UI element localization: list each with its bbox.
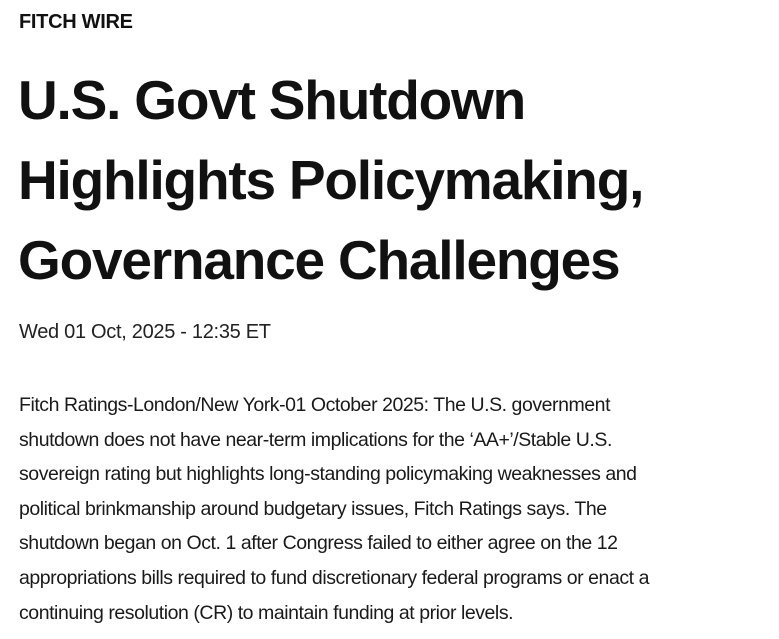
article-body: Fitch Ratings-London/New York-01 October… — [19, 388, 649, 630]
body-line: shutdown does not have near-term implica… — [19, 428, 612, 451]
body-line: continuing resolution (CR) to maintain f… — [19, 601, 514, 624]
section-kicker: FITCH WIRE — [19, 11, 133, 33]
body-line: shutdown began on Oct. 1 after Congress … — [19, 532, 618, 555]
body-line: political brinkmanship around budgetary … — [19, 497, 607, 520]
article-headline: U.S. Govt Shutdown Highlights Policymaki… — [18, 60, 644, 300]
headline-line: Governance Challenges — [18, 229, 621, 291]
headline-line: U.S. Govt Shutdown — [18, 69, 526, 131]
body-line: sovereign rating but highlights long-sta… — [19, 463, 637, 486]
body-line: Fitch Ratings-London/New York-01 October… — [19, 394, 611, 416]
body-line: appropriations bills required to fund di… — [19, 566, 649, 589]
headline-line: Highlights Policymaking, — [18, 149, 644, 211]
publish-date: Wed 01 Oct, 2025 - 12:35 ET — [19, 321, 271, 343]
